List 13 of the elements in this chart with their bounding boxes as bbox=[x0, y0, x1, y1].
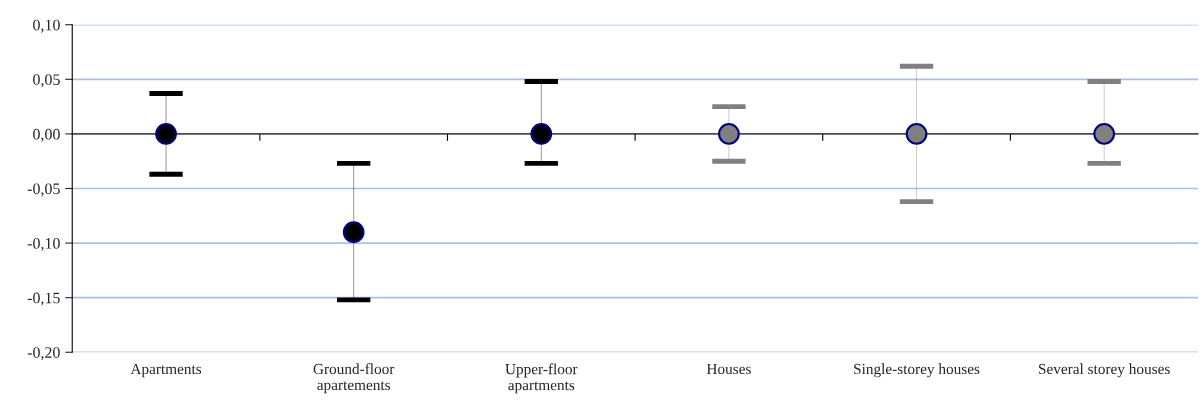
y-tick-label: -0,05 bbox=[27, 183, 60, 197]
y-tick-label: -0,20 bbox=[27, 347, 60, 361]
y-tick-label: 0,00 bbox=[33, 128, 60, 142]
y-tick-label: 0,05 bbox=[33, 74, 60, 88]
x-tick-label: Apartments bbox=[130, 363, 202, 378]
y-tick-label: -0,10 bbox=[27, 238, 60, 252]
x-tick-label: Ground-floor apartements bbox=[313, 363, 395, 394]
x-tick-label: Single-storey houses bbox=[854, 363, 980, 378]
x-tick-label: Houses bbox=[706, 363, 751, 375]
x-tick-label: Several storey houses bbox=[1039, 363, 1170, 378]
y-tick-label: 0,10 bbox=[33, 19, 60, 33]
x-tick-label: Upper-floor apartments bbox=[505, 363, 578, 394]
y-tick-label: -0,15 bbox=[27, 292, 60, 306]
